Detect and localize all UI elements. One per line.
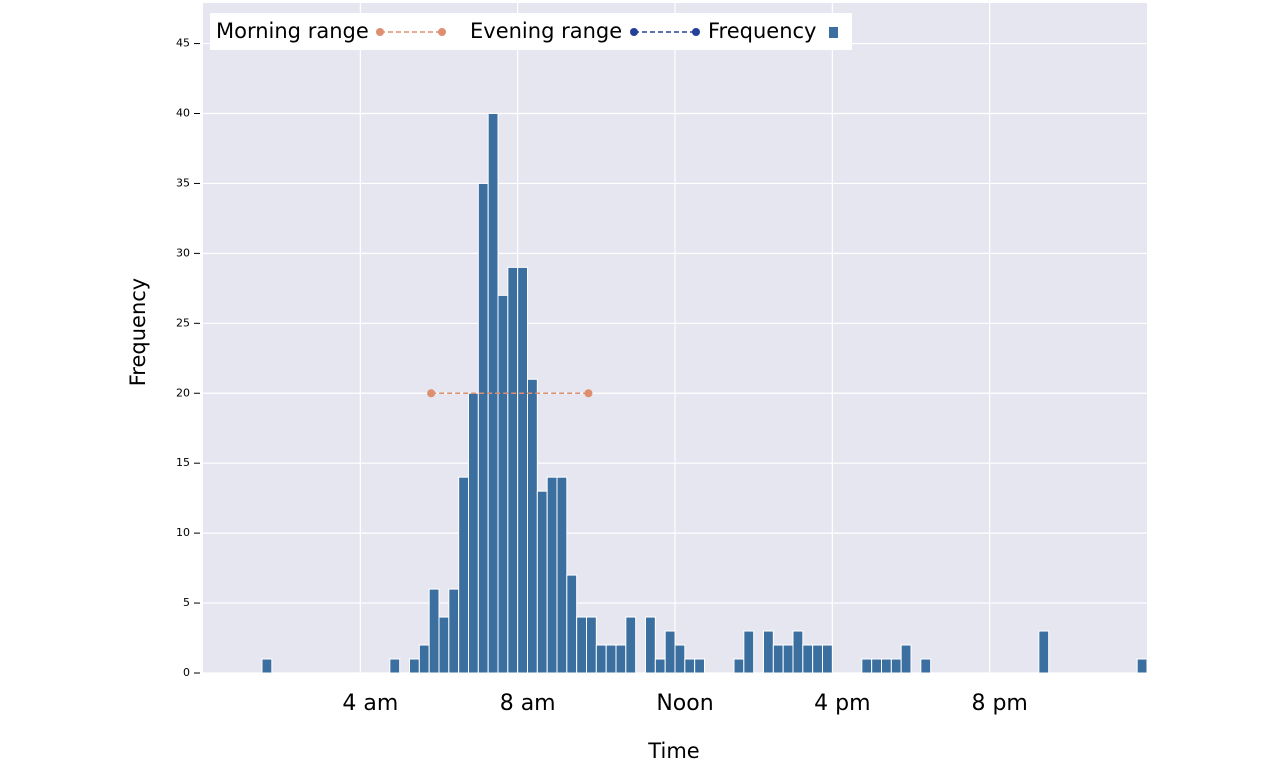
- legend-label: Evening range: [470, 19, 622, 43]
- x-tick-label: 4 am: [342, 691, 398, 716]
- bar: [546, 476, 558, 674]
- bar: [772, 644, 784, 674]
- legend-label: Morning range: [216, 19, 369, 43]
- y-tick-label: 0: [183, 666, 190, 679]
- bar: [576, 616, 588, 674]
- y-tick-label: 10: [176, 526, 190, 539]
- bar: [595, 644, 607, 674]
- bar: [409, 658, 420, 674]
- range-point: [427, 389, 436, 398]
- bar: [881, 658, 892, 674]
- bar: [822, 644, 833, 674]
- bar: [615, 644, 627, 674]
- y-axis-label: Frequency: [126, 278, 150, 387]
- bar: [664, 630, 676, 674]
- bar: [743, 630, 755, 674]
- bar: [645, 616, 656, 674]
- bar: [920, 658, 932, 674]
- legend-swatch: [630, 28, 638, 36]
- y-tick-label: 20: [176, 386, 190, 399]
- legend-swatch: [376, 28, 384, 36]
- x-tick-label: 8 pm: [971, 691, 1027, 716]
- bar: [674, 644, 686, 674]
- bar: [448, 588, 460, 674]
- bar: [812, 644, 824, 674]
- bar: [438, 616, 450, 674]
- legend-label: Frequency: [708, 19, 817, 43]
- bar: [782, 644, 794, 674]
- x-tick-label: Noon: [656, 691, 713, 716]
- bar: [428, 588, 440, 674]
- legend-swatch: [438, 28, 446, 36]
- y-tick-label: 30: [176, 246, 190, 259]
- legend-swatch: [829, 27, 838, 38]
- bar: [802, 644, 814, 674]
- bar: [566, 574, 578, 674]
- bar: [625, 616, 637, 674]
- bar: [477, 182, 489, 674]
- x-tick-label: 4 pm: [814, 691, 870, 716]
- legend-box: [210, 13, 852, 50]
- bar: [654, 658, 666, 674]
- bar: [418, 644, 430, 674]
- bar: [900, 644, 912, 674]
- bar: [468, 392, 479, 674]
- bar: [684, 658, 696, 674]
- bar: [389, 658, 401, 674]
- bar: [890, 658, 902, 674]
- bar: [458, 476, 469, 674]
- bar: [527, 378, 538, 674]
- legend-swatch: [692, 28, 700, 36]
- bar: [694, 658, 706, 674]
- bar: [497, 294, 509, 674]
- bar: [871, 658, 883, 674]
- y-tick-label: 35: [176, 176, 190, 189]
- bar: [556, 476, 568, 674]
- bar: [507, 266, 519, 674]
- bar: [586, 616, 597, 674]
- bar: [733, 658, 745, 674]
- y-tick-label: 5: [183, 596, 190, 609]
- bar: [1136, 658, 1148, 674]
- x-axis-label: Time: [647, 739, 699, 763]
- bar: [261, 658, 273, 674]
- bar: [605, 644, 617, 674]
- bar: [763, 630, 774, 674]
- bar: [1038, 630, 1050, 674]
- bar: [861, 658, 873, 674]
- range-point: [584, 389, 593, 398]
- y-tick-label: 45: [176, 37, 190, 50]
- bar: [792, 630, 804, 674]
- y-tick-label: 25: [176, 316, 190, 329]
- bar: [517, 266, 529, 674]
- y-tick-label: 15: [176, 456, 190, 469]
- x-tick-label: 8 am: [500, 691, 556, 716]
- y-tick-label: 40: [176, 107, 190, 120]
- bar: [536, 490, 548, 674]
